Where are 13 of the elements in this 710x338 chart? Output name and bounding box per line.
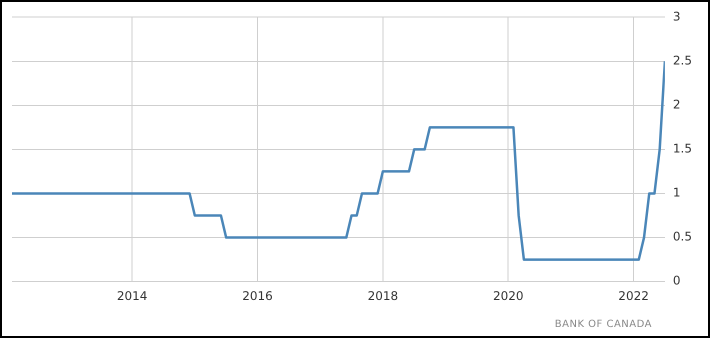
y-tick-label: 0.5 — [672, 230, 692, 244]
y-tick-label: 2 — [672, 97, 681, 112]
y-tick-label: 1 — [672, 186, 681, 200]
y-tick-label: 2.5 — [672, 53, 692, 68]
x-tick-label: 2016 — [242, 288, 273, 303]
text: BANK OF CANADA — [554, 319, 652, 330]
x-tick-label: 2018 — [368, 288, 398, 303]
x-tick-label: 2020 — [492, 288, 524, 303]
x-tick-label: 2022 — [618, 288, 649, 303]
y-tick-label: 3 — [672, 9, 681, 24]
y-tick-label: 0 — [672, 274, 681, 288]
x-tick-label: 2014 — [116, 288, 148, 303]
y-tick-label: 1.5 — [672, 142, 692, 156]
